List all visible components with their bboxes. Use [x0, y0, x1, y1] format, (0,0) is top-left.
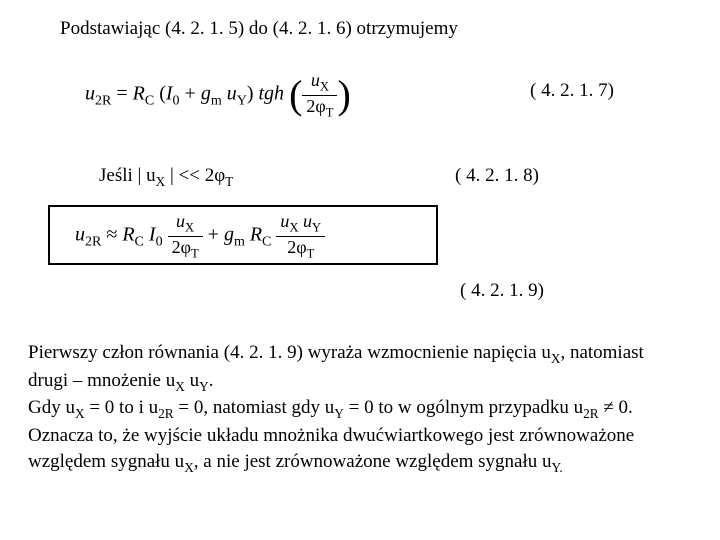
intro-line: Podstawiając (4. 2. 1. 5) do (4. 2. 1. 6… — [60, 18, 458, 40]
condition-line: Jeśli | uX | << 2φT — [99, 165, 233, 190]
explanation-paragraph: Pierwszy człon równania (4. 2. 1. 9) wyr… — [28, 340, 688, 477]
eqnum-4-2-1-7: ( 4. 2. 1. 7) — [530, 80, 614, 102]
eqnum-4-2-1-8: ( 4. 2. 1. 8) — [455, 165, 539, 187]
equation-4-2-1-9-box: u2R ≈ RC I0 uX 2φT + gm RC uX uY 2φT — [48, 205, 438, 265]
eqnum-4-2-1-9: ( 4. 2. 1. 9) — [460, 280, 544, 302]
equation-4-2-1-7: u2R = RC (I0 + gm uY) tgh ( uX 2φT ) — [85, 70, 351, 120]
